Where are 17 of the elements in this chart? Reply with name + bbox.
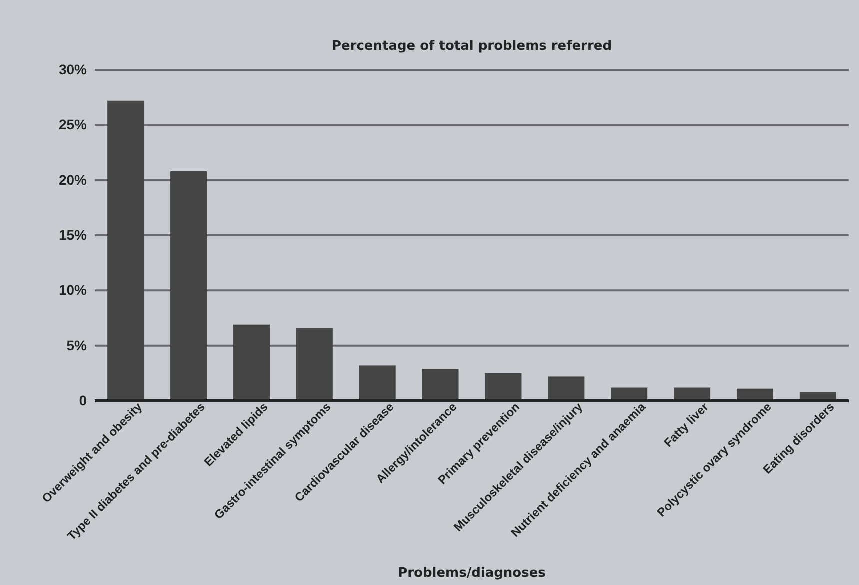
y-tick-label: 25% bbox=[58, 116, 88, 133]
bar bbox=[296, 328, 333, 401]
bar bbox=[233, 324, 270, 401]
bar bbox=[359, 366, 396, 401]
y-tick-label: 20% bbox=[58, 172, 88, 188]
y-tick-label: 30% bbox=[58, 61, 88, 78]
bar bbox=[170, 172, 208, 401]
y-tick-label: 0 bbox=[79, 392, 88, 408]
y-tick-label: 5% bbox=[66, 337, 88, 354]
y-tick-label: 10% bbox=[58, 282, 88, 298]
y-tick-label: 15% bbox=[58, 226, 88, 243]
bar bbox=[108, 100, 144, 401]
bar bbox=[422, 369, 459, 401]
chart-title: Percentage of total problems referred bbox=[332, 39, 612, 54]
bar bbox=[548, 376, 585, 401]
x-axis-title: Problems/diagnoses bbox=[398, 566, 546, 581]
bar bbox=[485, 373, 522, 401]
